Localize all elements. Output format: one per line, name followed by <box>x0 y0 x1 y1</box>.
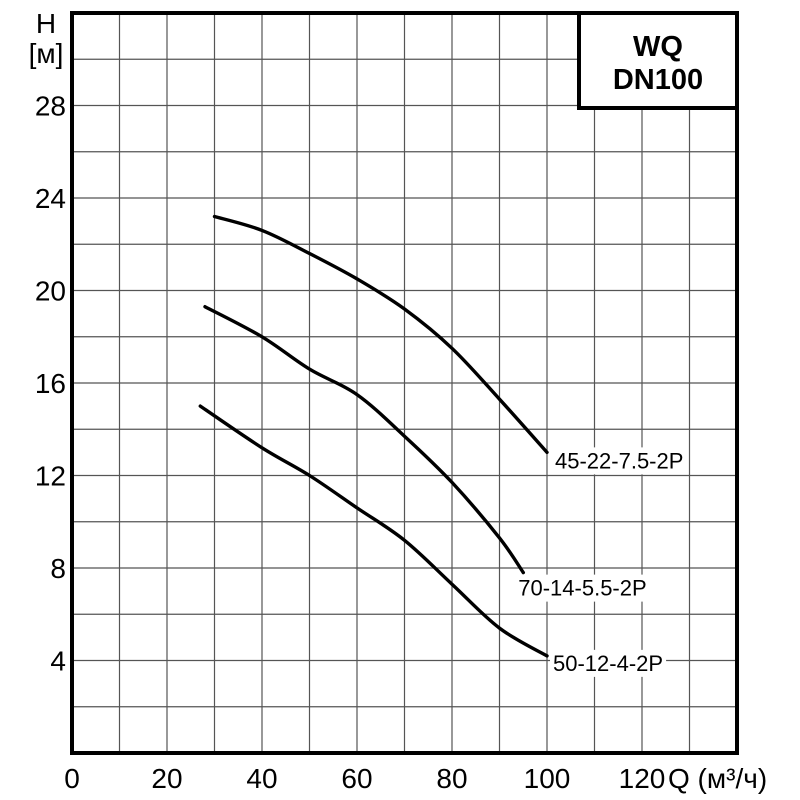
title-box-frame <box>577 11 739 110</box>
x-tick-label: 100 <box>524 763 571 794</box>
y-tick-label: 8 <box>50 553 66 584</box>
y-axis-title-line2: [м] <box>29 38 64 69</box>
x-axis-title: Q (м³/ч) <box>668 763 767 794</box>
curve-label: 45-22-7.5-2P <box>555 448 683 473</box>
curve-45-22-7.5-2P <box>212 214 549 455</box>
curve-label-background <box>515 574 650 602</box>
x-tick-label: 0 <box>64 763 80 794</box>
curve-label: 50-12-4-2P <box>553 651 663 676</box>
grid-layer <box>72 13 737 753</box>
y-tick-label: 24 <box>35 183 66 214</box>
title-box: WQ DN100 <box>577 11 739 110</box>
curve-70-14-5.5-2P <box>203 305 525 575</box>
curve-50-12-4-2P <box>198 404 549 658</box>
plot-frame <box>70 11 739 755</box>
curve-labels-layer: 45-22-7.5-2P 70-14-5.5-2P 50-12-4-2P <box>515 447 687 677</box>
x-tick-label: 60 <box>341 763 372 794</box>
curve-label: 70-14-5.5-2P <box>518 576 646 601</box>
curve-label-group: 70-14-5.5-2P <box>515 574 650 602</box>
curve-label-group: 45-22-7.5-2P <box>552 447 687 475</box>
curves-layer <box>198 214 549 658</box>
y-tick-label: 4 <box>50 646 66 677</box>
y-tick-label: 12 <box>35 461 66 492</box>
x-tick-label: 40 <box>246 763 277 794</box>
curve-label-background <box>550 649 667 677</box>
y-tick-label: 28 <box>35 91 66 122</box>
x-tick-label: 20 <box>151 763 182 794</box>
curve-label-group: 50-12-4-2P <box>550 649 667 677</box>
y-tick-label: 16 <box>35 368 66 399</box>
axis-tick-labels: 0 20 40 60 80 100 120 4 8 12 16 20 24 28 <box>35 91 666 795</box>
title-line-2: DN100 <box>613 64 703 96</box>
x-tick-label: 80 <box>436 763 467 794</box>
y-axis-title-line1: H <box>36 8 56 39</box>
x-tick-label: 120 <box>619 763 666 794</box>
curve-label-background <box>552 447 687 475</box>
title-line-1: WQ <box>633 31 683 63</box>
y-tick-label: 20 <box>35 276 66 307</box>
